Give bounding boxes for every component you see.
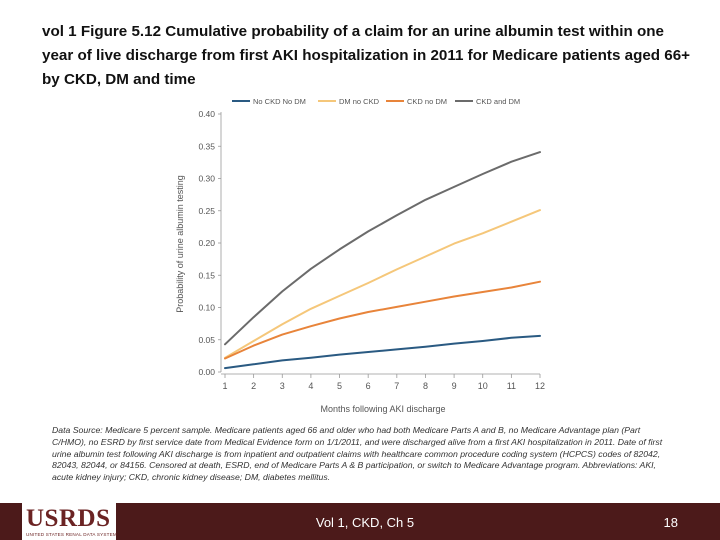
chart-series (224, 151, 541, 370)
page-number: 18 (663, 515, 678, 530)
y-tick-label: 0.30 (198, 174, 215, 184)
x-tick-label: 6 (366, 381, 371, 391)
legend-label: DM no CKD (339, 97, 380, 106)
y-tick-label: 0.05 (198, 335, 215, 345)
footer-bar (0, 503, 720, 540)
data-source-note: Data Source: Medicare 5 percent sample. … (52, 425, 663, 483)
x-tick-label: 7 (394, 381, 399, 391)
page-title: vol 1 Figure 5.12 Cumulative probability… (42, 23, 691, 88)
x-tick-label: 3 (280, 381, 285, 391)
series-line-ckd-no-dm (224, 280, 541, 360)
x-tick-label: 12 (535, 381, 545, 391)
usrds-logo: USRDS UNITED STATES RENAL DATA SYSTEM (22, 503, 117, 540)
y-tick-label: 0.20 (198, 238, 215, 248)
x-tick-label: 2 (251, 381, 256, 391)
x-axis-label: Months following AKI discharge (320, 404, 445, 414)
y-tick-label: 0.25 (198, 206, 215, 216)
chart-legend: No CKD No DM DM no CKD CKD no DM CKD and DM (232, 97, 520, 106)
chart-axes: 0.000.050.100.150.200.250.300.350.401 2 3 4… (198, 109, 545, 391)
x-tick-label: 5 (337, 381, 342, 391)
y-tick-label: 0.40 (198, 109, 215, 119)
logo-wordmark: USRDS (26, 505, 111, 532)
x-tick-label: 4 (308, 381, 313, 391)
y-tick-label: 0.15 (198, 270, 215, 280)
x-tick-label: 1 (222, 381, 227, 391)
y-axis-label: Probability of urine albumin testing (175, 175, 185, 313)
y-tick-label: 0.10 (198, 303, 215, 313)
series-line-dm-no-ckd (224, 209, 541, 359)
x-tick-label: 10 (478, 381, 488, 391)
footer-chapter: Vol 1, CKD, Ch 5 (315, 515, 415, 530)
series-line-ckd-and-dm (224, 151, 541, 346)
line-chart: No CKD No DM DM no CKD CKD no DM CKD and DM… (175, 97, 545, 414)
x-tick-label: 9 (452, 381, 457, 391)
y-tick-label: 0.00 (198, 367, 215, 377)
x-tick-label: 11 (507, 381, 516, 391)
series-line-no-ckd-no-dm (224, 334, 541, 370)
logo-subtitle: UNITED STATES RENAL DATA SYSTEM (26, 532, 117, 537)
legend-label: CKD no DM (407, 97, 447, 106)
x-tick-label: 8 (423, 381, 428, 391)
legend-label: No CKD No DM (253, 97, 306, 106)
y-tick-label: 0.35 (198, 141, 215, 151)
legend-label: CKD and DM (476, 97, 520, 106)
